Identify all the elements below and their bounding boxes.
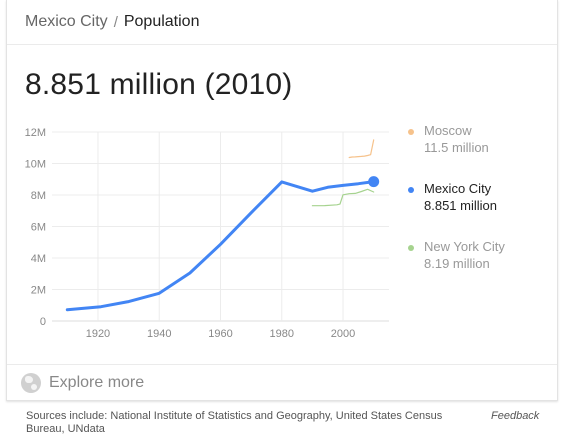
explore-more-button[interactable]: Explore more — [7, 364, 557, 401]
legend-name: New York City — [424, 239, 505, 254]
y-tick-label: 4M — [31, 253, 46, 265]
series-end-point[interactable] — [368, 176, 380, 188]
x-tick-label: 1940 — [147, 328, 171, 340]
legend-name: Mexico City — [424, 181, 492, 196]
y-tick-label: 10M — [25, 159, 46, 171]
y-tick-label: 2M — [31, 285, 46, 297]
breadcrumb-parent-link[interactable]: Mexico City — [25, 13, 108, 30]
feedback-link[interactable]: Feedback — [491, 410, 540, 422]
y-tick-label: 12M — [25, 127, 46, 139]
series-line-mexico-city[interactable] — [65, 180, 376, 312]
x-tick-label: 1960 — [208, 328, 232, 340]
x-tick-label: 1920 — [86, 328, 110, 340]
x-tick-label: 2000 — [331, 328, 355, 340]
sources-text: Sources include: National Institute of S… — [26, 410, 443, 435]
series-line-moscow[interactable] — [348, 139, 375, 159]
legend-dot-icon — [408, 245, 414, 251]
explore-more-label: Explore more — [49, 374, 145, 391]
breadcrumb: Mexico City / Population — [7, 0, 557, 45]
breadcrumb-separator: / — [113, 13, 118, 31]
y-tick-label: 8M — [31, 190, 46, 202]
legend-value: 8.19 million — [424, 256, 490, 271]
population-chart: 0 2M 4M 6M 8M 10M 12M 1920 1940 1960 1980 2000 — [25, 127, 389, 340]
globe-icon — [21, 373, 41, 393]
chart-grid — [52, 131, 389, 322]
headline-value: 8.851 million (2010) — [25, 68, 293, 101]
legend-value: 8.851 million — [424, 198, 497, 213]
chart-series — [65, 139, 380, 312]
x-tick-label: 1980 — [270, 328, 294, 340]
series-line-new-york-city[interactable] — [311, 188, 375, 207]
breadcrumb-current: Population — [123, 13, 200, 30]
y-tick-label: 0 — [40, 316, 46, 328]
legend-dot-icon — [408, 187, 414, 193]
chart-ticks: 0 2M 4M 6M 8M 10M 12M 1920 1940 1960 1980 2000 — [25, 127, 356, 340]
y-tick-label: 6M — [31, 222, 46, 234]
legend-name: Moscow — [424, 123, 472, 138]
legend-dot-icon — [408, 129, 414, 135]
legend-value: 11.5 million — [424, 140, 489, 155]
